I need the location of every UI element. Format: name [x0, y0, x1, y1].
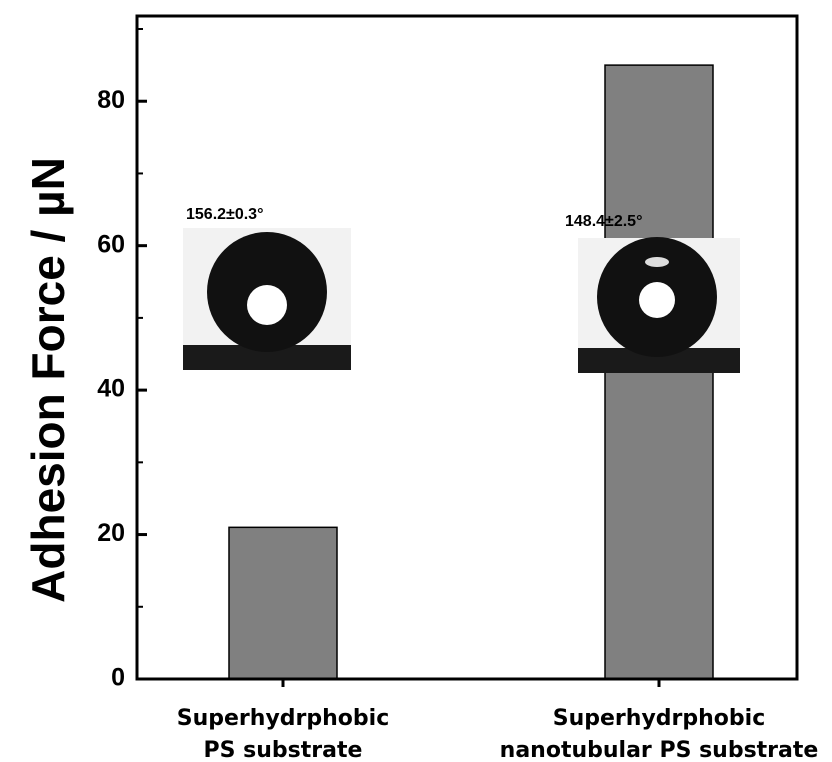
y-tick-label: 20 [97, 519, 125, 547]
annotation: 156.2±0.3° [186, 206, 263, 223]
plot-frame [135, 14, 799, 681]
y-tick-label: 40 [97, 375, 125, 403]
droplet-highlight [639, 282, 675, 318]
bar [228, 526, 338, 680]
inset-left [183, 228, 351, 370]
droplet-highlight [645, 257, 669, 267]
y-tick-label: 80 [97, 86, 125, 114]
y-tick-label: 60 [97, 230, 125, 258]
droplet-highlight [247, 285, 287, 325]
y-tick-label: 0 [111, 664, 125, 692]
y-axis-title: Adhesion Force / µN [22, 157, 74, 603]
annotation: 148.4±2.5° [565, 213, 642, 230]
inset-right [578, 237, 740, 373]
x-tick-label: Superhydrphobic nanotubular PS substrate [500, 706, 819, 762]
x-tick-label: Superhydrphobic PS substrate [177, 706, 389, 762]
